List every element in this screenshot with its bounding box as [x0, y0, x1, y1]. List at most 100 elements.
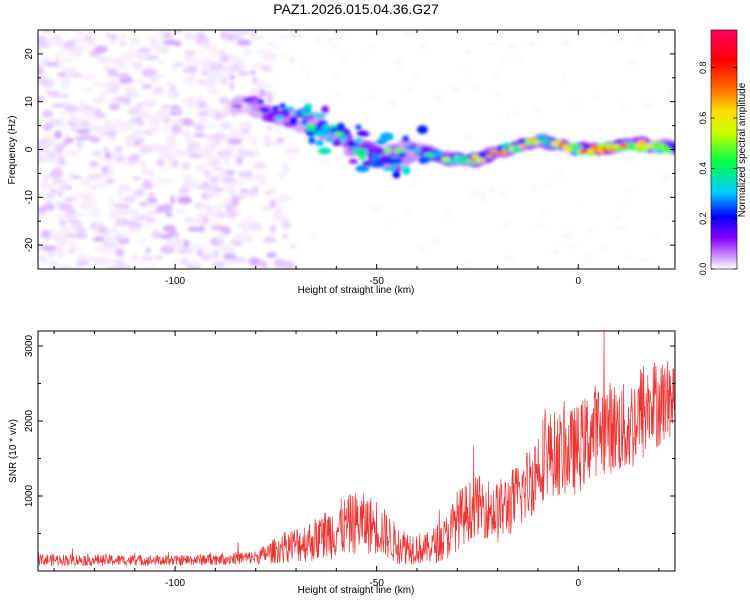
noise-blob: [132, 176, 141, 181]
y-tick-label: -10: [24, 190, 35, 205]
noise-blob: [54, 54, 61, 60]
noise-blob: [133, 79, 147, 83]
noise-blob: [626, 189, 635, 193]
noise-blob: [531, 184, 537, 192]
noise-blob: [208, 123, 220, 128]
noise-blob: [73, 219, 83, 229]
colorbar-ticks: 0.0 0.2 0.4 0.6 0.8: [698, 61, 737, 275]
noise-blob: [660, 174, 671, 181]
noise-blob: [56, 240, 69, 247]
noise-blob: [266, 124, 273, 132]
noise-blob: [204, 212, 215, 217]
noise-blob: [229, 82, 235, 91]
noise-blob: [470, 190, 478, 197]
noise-blob: [533, 108, 542, 113]
noise-blob: [560, 73, 566, 80]
noise-blob: [38, 95, 45, 101]
noise-blob: [43, 123, 53, 131]
noise-blob: [124, 139, 136, 148]
noise-blob: [125, 226, 141, 233]
noise-blob: [106, 80, 121, 90]
noise-blob: [464, 134, 474, 140]
noise-blob: [61, 141, 68, 148]
noise-blob: [272, 44, 279, 49]
noise-blob: [104, 259, 118, 263]
noise-blob: [205, 106, 216, 113]
noise-blob: [264, 187, 277, 195]
noise-blob: [148, 69, 157, 75]
noise-blob: [80, 177, 92, 187]
noise-blob: [92, 151, 103, 156]
noise-blob: [489, 187, 497, 194]
noise-blob: [153, 73, 166, 78]
noise-blob: [95, 108, 101, 116]
ridge-blob: [409, 144, 417, 149]
noise-blob: [118, 204, 131, 209]
noise-blob: [149, 117, 163, 125]
snr-series-line: [38, 331, 675, 567]
ridge-blob: [345, 135, 353, 142]
noise-blob: [94, 45, 109, 54]
noise-blob: [70, 123, 79, 132]
noise-blob: [242, 48, 253, 56]
noise-blob: [48, 118, 62, 127]
noise-blob: [260, 205, 272, 212]
noise-blob: [208, 177, 221, 183]
ridge-blob: [354, 137, 364, 144]
noise-blob: [402, 121, 408, 129]
noise-blob: [502, 222, 510, 228]
noise-blob: [73, 233, 88, 239]
noise-blob: [81, 212, 89, 217]
noise-blob: [370, 44, 376, 50]
noise-blob: [240, 77, 246, 81]
noise-blob: [66, 225, 77, 232]
noise-blob: [322, 160, 332, 165]
ridge-blob: [459, 156, 470, 162]
ridge-blob: [315, 139, 324, 146]
noise-blob: [63, 42, 75, 52]
noise-blob: [172, 159, 179, 169]
noise-blob: [38, 212, 47, 220]
noise-blob: [246, 221, 261, 228]
noise-blob: [470, 84, 479, 90]
ridge-blob: [402, 135, 410, 143]
noise-blob: [408, 184, 414, 189]
noise-blob: [41, 186, 56, 190]
noise-blob: [527, 41, 537, 47]
noise-blob: [117, 64, 129, 71]
ridge-blob: [271, 105, 280, 111]
noise-blob: [184, 133, 193, 143]
noise-blob: [96, 55, 111, 64]
noise-blob: [42, 174, 49, 183]
noise-blob: [182, 180, 197, 188]
noise-blob: [247, 190, 257, 196]
noise-blob: [327, 37, 334, 44]
noise-blob: [41, 110, 54, 118]
noise-blob: [235, 177, 245, 186]
noise-blob: [97, 226, 109, 234]
noise-blob: [562, 233, 571, 240]
ridge-blob: [325, 137, 335, 142]
ridge-blob: [648, 141, 657, 147]
noise-blob: [114, 234, 122, 240]
noise-blob: [108, 39, 115, 46]
noise-blob: [219, 54, 230, 63]
noise-blob: [81, 75, 97, 81]
noise-blob: [493, 71, 500, 78]
noise-blob: [44, 233, 58, 241]
spectrogram-heatmap: [38, 30, 675, 269]
noise-blob: [395, 65, 405, 71]
noise-blob: [205, 174, 217, 178]
noise-blob: [105, 178, 115, 184]
ridge-blob: [392, 170, 401, 179]
x-tick-label: -100: [165, 578, 185, 589]
y-tick-label: 10: [24, 96, 35, 108]
ridge-blob: [569, 142, 577, 148]
noise-blob: [51, 146, 58, 152]
noise-blob: [170, 259, 186, 265]
ridge-blob: [538, 138, 550, 144]
noise-blob: [60, 69, 70, 74]
ridge-blob: [236, 104, 242, 109]
colorbar-tick-label: 0.6: [698, 112, 708, 125]
noise-blob: [209, 112, 217, 119]
